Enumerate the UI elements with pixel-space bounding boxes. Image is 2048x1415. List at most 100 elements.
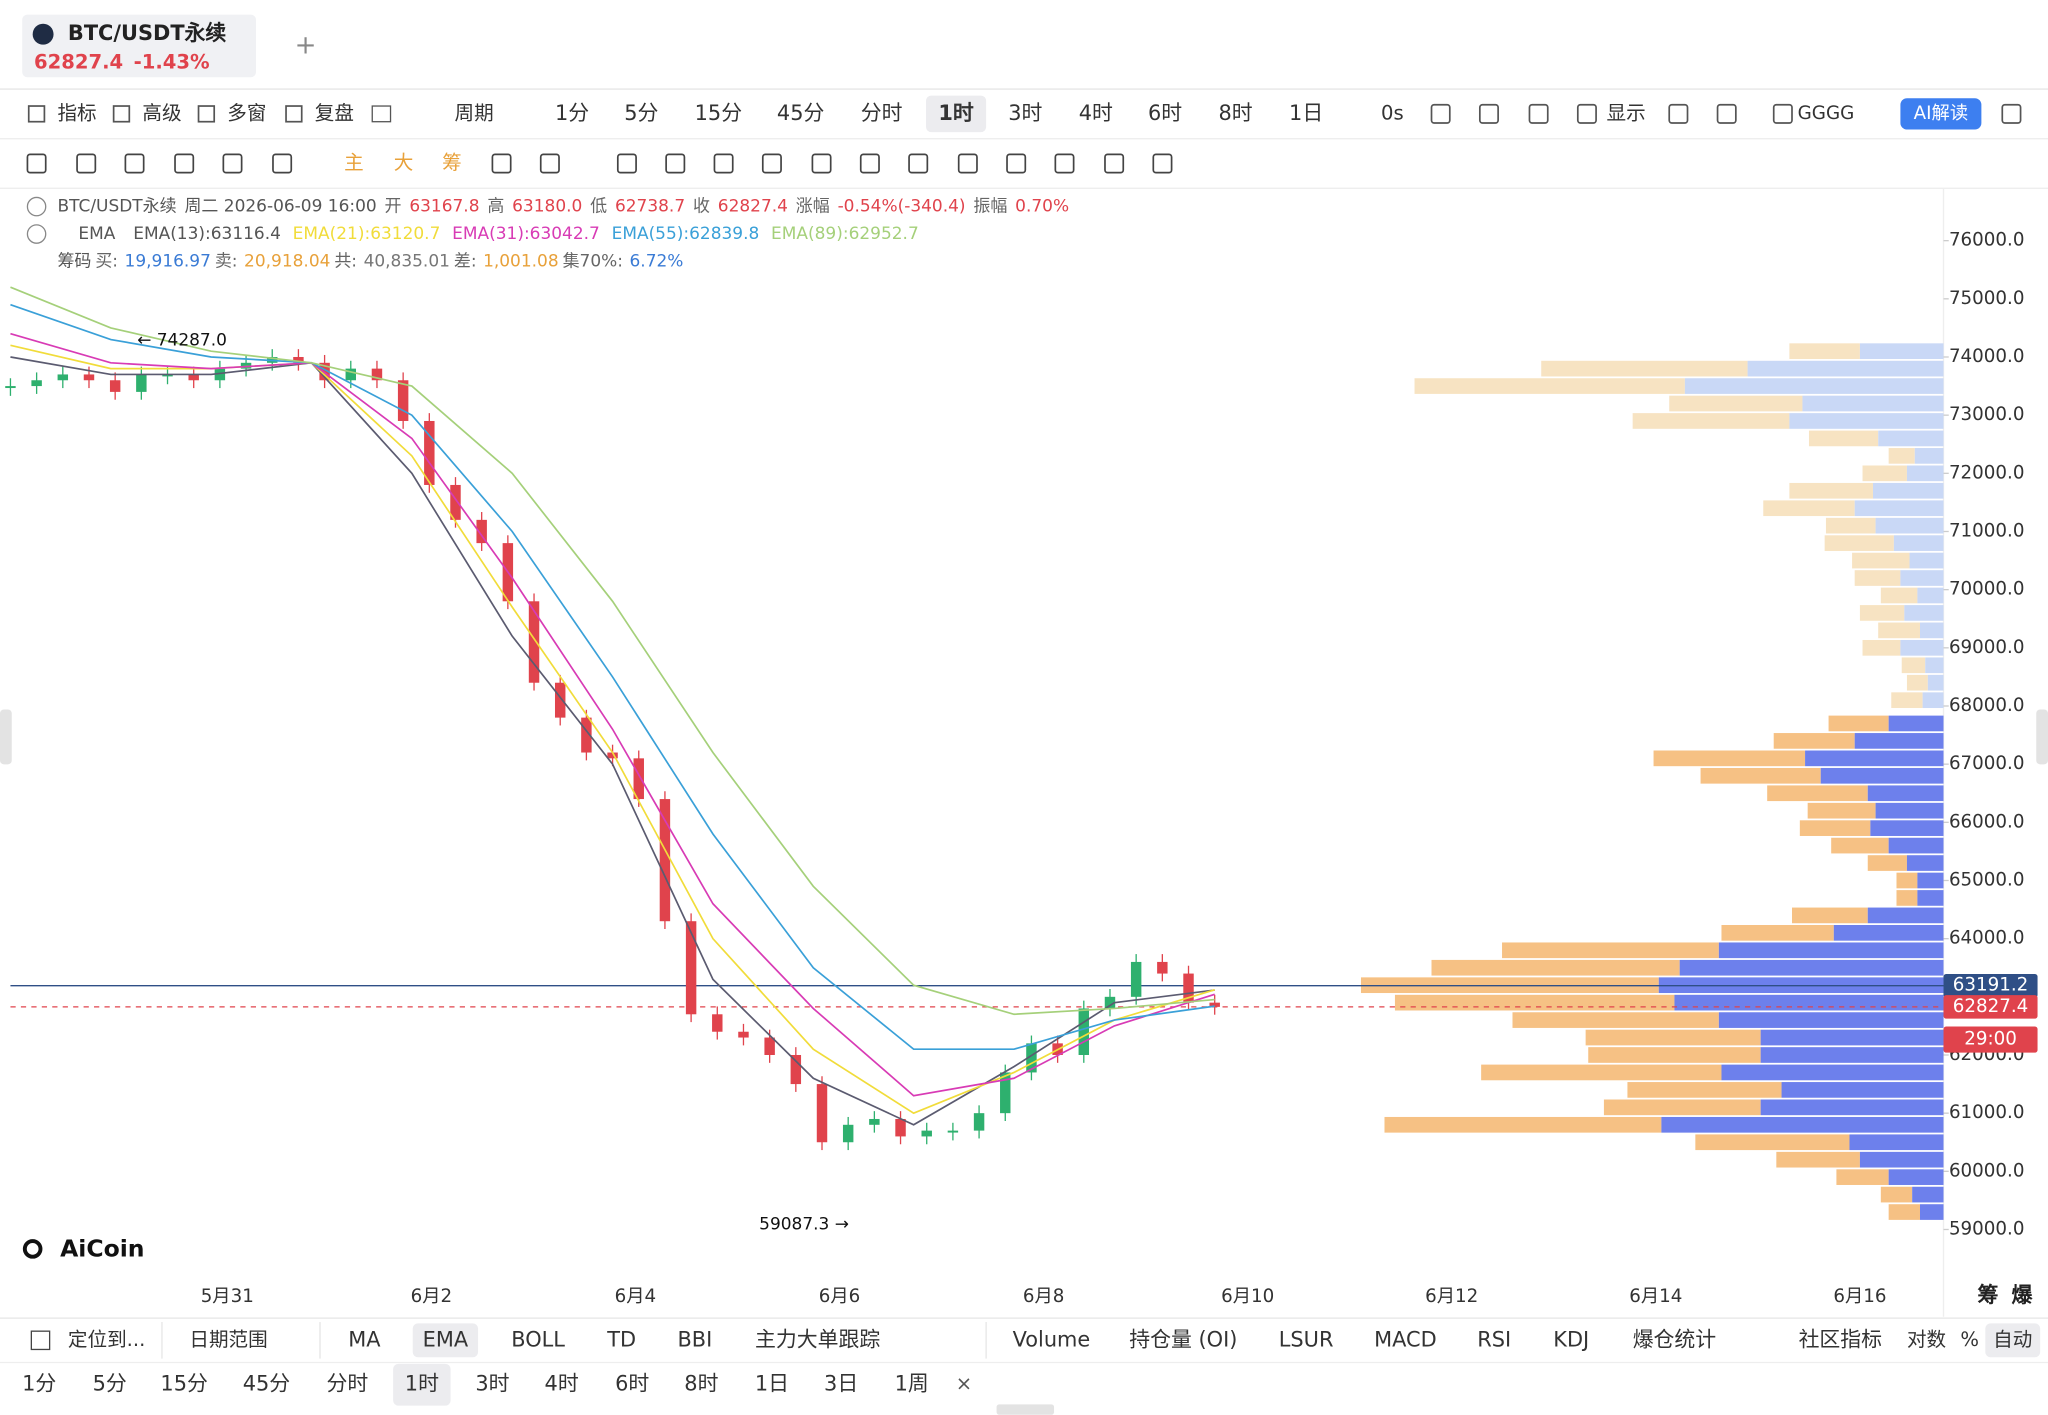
account[interactable]: GGGG — [1798, 103, 1855, 124]
chart-type-icon[interactable] — [371, 105, 392, 123]
draw-tool[interactable] — [1054, 153, 1075, 174]
sub-indicator[interactable]: 持仓量 (OI) — [1129, 1327, 1237, 1351]
profile-sell — [1792, 907, 1868, 924]
ai-button[interactable]: AI解读 — [1914, 103, 1968, 124]
auto-toggle[interactable]: 自动 — [1993, 1328, 2032, 1351]
interval-button[interactable]: 15分 — [160, 1372, 208, 1396]
right-handle[interactable] — [2036, 709, 2048, 765]
draw-tool[interactable] — [1104, 153, 1125, 174]
layer-toggle[interactable]: 大 — [394, 151, 414, 174]
period-label[interactable]: 周期 — [455, 101, 494, 124]
sub-indicator[interactable]: Volume — [1013, 1327, 1091, 1351]
profile-sell — [1859, 605, 1905, 621]
interval-button[interactable]: 6时 — [1148, 101, 1182, 125]
interval-button[interactable]: 3日 — [824, 1372, 858, 1396]
interval-button[interactable]: 4时 — [1079, 101, 1113, 125]
draw-tool[interactable] — [539, 153, 560, 174]
draw-tool[interactable] — [174, 153, 195, 174]
interval-button[interactable]: 3时 — [1008, 101, 1042, 125]
interval-button[interactable]: 6时 — [615, 1372, 649, 1396]
interval-button[interactable]: 45分 — [777, 101, 825, 125]
main-indicator[interactable]: BOLL — [511, 1327, 565, 1351]
interval-button[interactable]: 1时 — [938, 101, 974, 125]
interval-button[interactable]: 1周 — [895, 1372, 929, 1396]
sub-indicator[interactable]: LSUR — [1279, 1327, 1334, 1351]
icon[interactable] — [1478, 103, 1499, 124]
draw-tool[interactable] — [26, 153, 47, 174]
sub-indicator[interactable]: 爆仓统计 — [1633, 1327, 1717, 1351]
main-indicator[interactable]: 主力大单跟踪 — [755, 1327, 880, 1351]
draw-tool[interactable] — [1006, 153, 1027, 174]
draw-tool[interactable] — [1152, 153, 1173, 174]
collapse-icon[interactable] — [26, 224, 47, 244]
tool-button[interactable]: 高级 — [142, 101, 181, 124]
sub-indicator[interactable]: RSI — [1477, 1327, 1511, 1351]
profile-buy — [1904, 605, 1944, 621]
interval-button[interactable]: 1时 — [405, 1372, 439, 1396]
interval-button[interactable]: 1日 — [1289, 101, 1323, 125]
interval-button[interactable]: 3时 — [475, 1372, 509, 1396]
log-toggle[interactable]: 对数 — [1907, 1328, 1947, 1351]
left-handle[interactable] — [0, 709, 12, 765]
main-indicator[interactable]: EMA — [423, 1327, 469, 1351]
profile-label[interactable]: 爆 — [2011, 1283, 2033, 1307]
draw-tool[interactable] — [908, 153, 929, 174]
interval-button[interactable]: 8时 — [1219, 101, 1253, 125]
locate-icon[interactable] — [30, 1330, 51, 1351]
draw-tool[interactable] — [76, 153, 97, 174]
layer-toggle[interactable]: 筹 — [442, 151, 462, 174]
interval-button[interactable]: 8时 — [684, 1372, 718, 1396]
ai-button-bg[interactable] — [1900, 98, 1982, 130]
icon[interactable] — [1668, 103, 1689, 124]
icon[interactable] — [1430, 103, 1451, 124]
main-indicator[interactable]: TD — [606, 1327, 636, 1351]
interval-button[interactable]: 1分 — [555, 101, 589, 125]
percent-toggle[interactable]: % — [1960, 1328, 1979, 1351]
icon[interactable] — [1528, 103, 1549, 124]
interval-button[interactable]: 分时 — [861, 101, 903, 125]
icon[interactable] — [1772, 103, 1793, 124]
tool-button[interactable]: 指标 — [57, 101, 96, 124]
draw-tool[interactable] — [222, 153, 243, 174]
display-button[interactable]: 显示 — [1607, 101, 1646, 124]
tool-button[interactable]: 多窗 — [227, 101, 266, 124]
bottom-handle[interactable] — [996, 1404, 1055, 1415]
interval-button[interactable]: 1分 — [22, 1372, 56, 1396]
icon[interactable] — [1576, 103, 1597, 124]
icon[interactable] — [2001, 103, 2022, 124]
collapse-icon[interactable] — [26, 196, 47, 217]
draw-tool[interactable] — [124, 153, 145, 174]
range-button[interactable]: 日期范围 — [189, 1328, 267, 1351]
main-indicator[interactable]: MA — [348, 1327, 381, 1351]
draw-tool[interactable] — [761, 153, 782, 174]
profile-label[interactable]: 筹 — [1977, 1283, 1998, 1307]
main-indicator[interactable]: BBI — [677, 1327, 712, 1351]
interval-button[interactable]: 分时 — [327, 1372, 369, 1396]
tab-symbol[interactable]: BTC/USDT永续 — [68, 21, 227, 45]
interval-button[interactable]: 15分 — [695, 101, 743, 125]
draw-tool[interactable] — [713, 153, 734, 174]
interval-button[interactable]: 1日 — [755, 1372, 789, 1396]
layer-toggle[interactable]: 主 — [344, 151, 364, 174]
interval-button[interactable]: 5分 — [93, 1372, 127, 1396]
sub-indicator[interactable]: MACD — [1374, 1327, 1437, 1351]
draw-tool[interactable] — [665, 153, 686, 174]
close-button[interactable]: × — [956, 1372, 972, 1395]
draw-tool[interactable] — [491, 153, 512, 174]
sub-indicator[interactable]: KDJ — [1553, 1327, 1589, 1351]
draw-tool[interactable] — [957, 153, 978, 174]
draw-tool[interactable] — [616, 153, 637, 174]
draw-tool[interactable] — [859, 153, 880, 174]
draw-tool[interactable] — [272, 153, 293, 174]
interval-button[interactable]: 4时 — [545, 1372, 579, 1396]
symbol-tab[interactable] — [22, 14, 256, 78]
add-tab[interactable]: + — [295, 30, 317, 60]
locate-button[interactable]: 定位到... — [68, 1328, 145, 1351]
community-indicator[interactable]: 社区指标 — [1799, 1327, 1883, 1351]
tool-button[interactable]: 复盘 — [315, 101, 354, 124]
icon[interactable] — [1716, 103, 1737, 124]
draw-tool[interactable] — [811, 153, 832, 174]
interval-button[interactable]: 45分 — [243, 1372, 291, 1396]
refresh[interactable]: 0s — [1381, 101, 1404, 124]
interval-button[interactable]: 5分 — [624, 101, 658, 125]
